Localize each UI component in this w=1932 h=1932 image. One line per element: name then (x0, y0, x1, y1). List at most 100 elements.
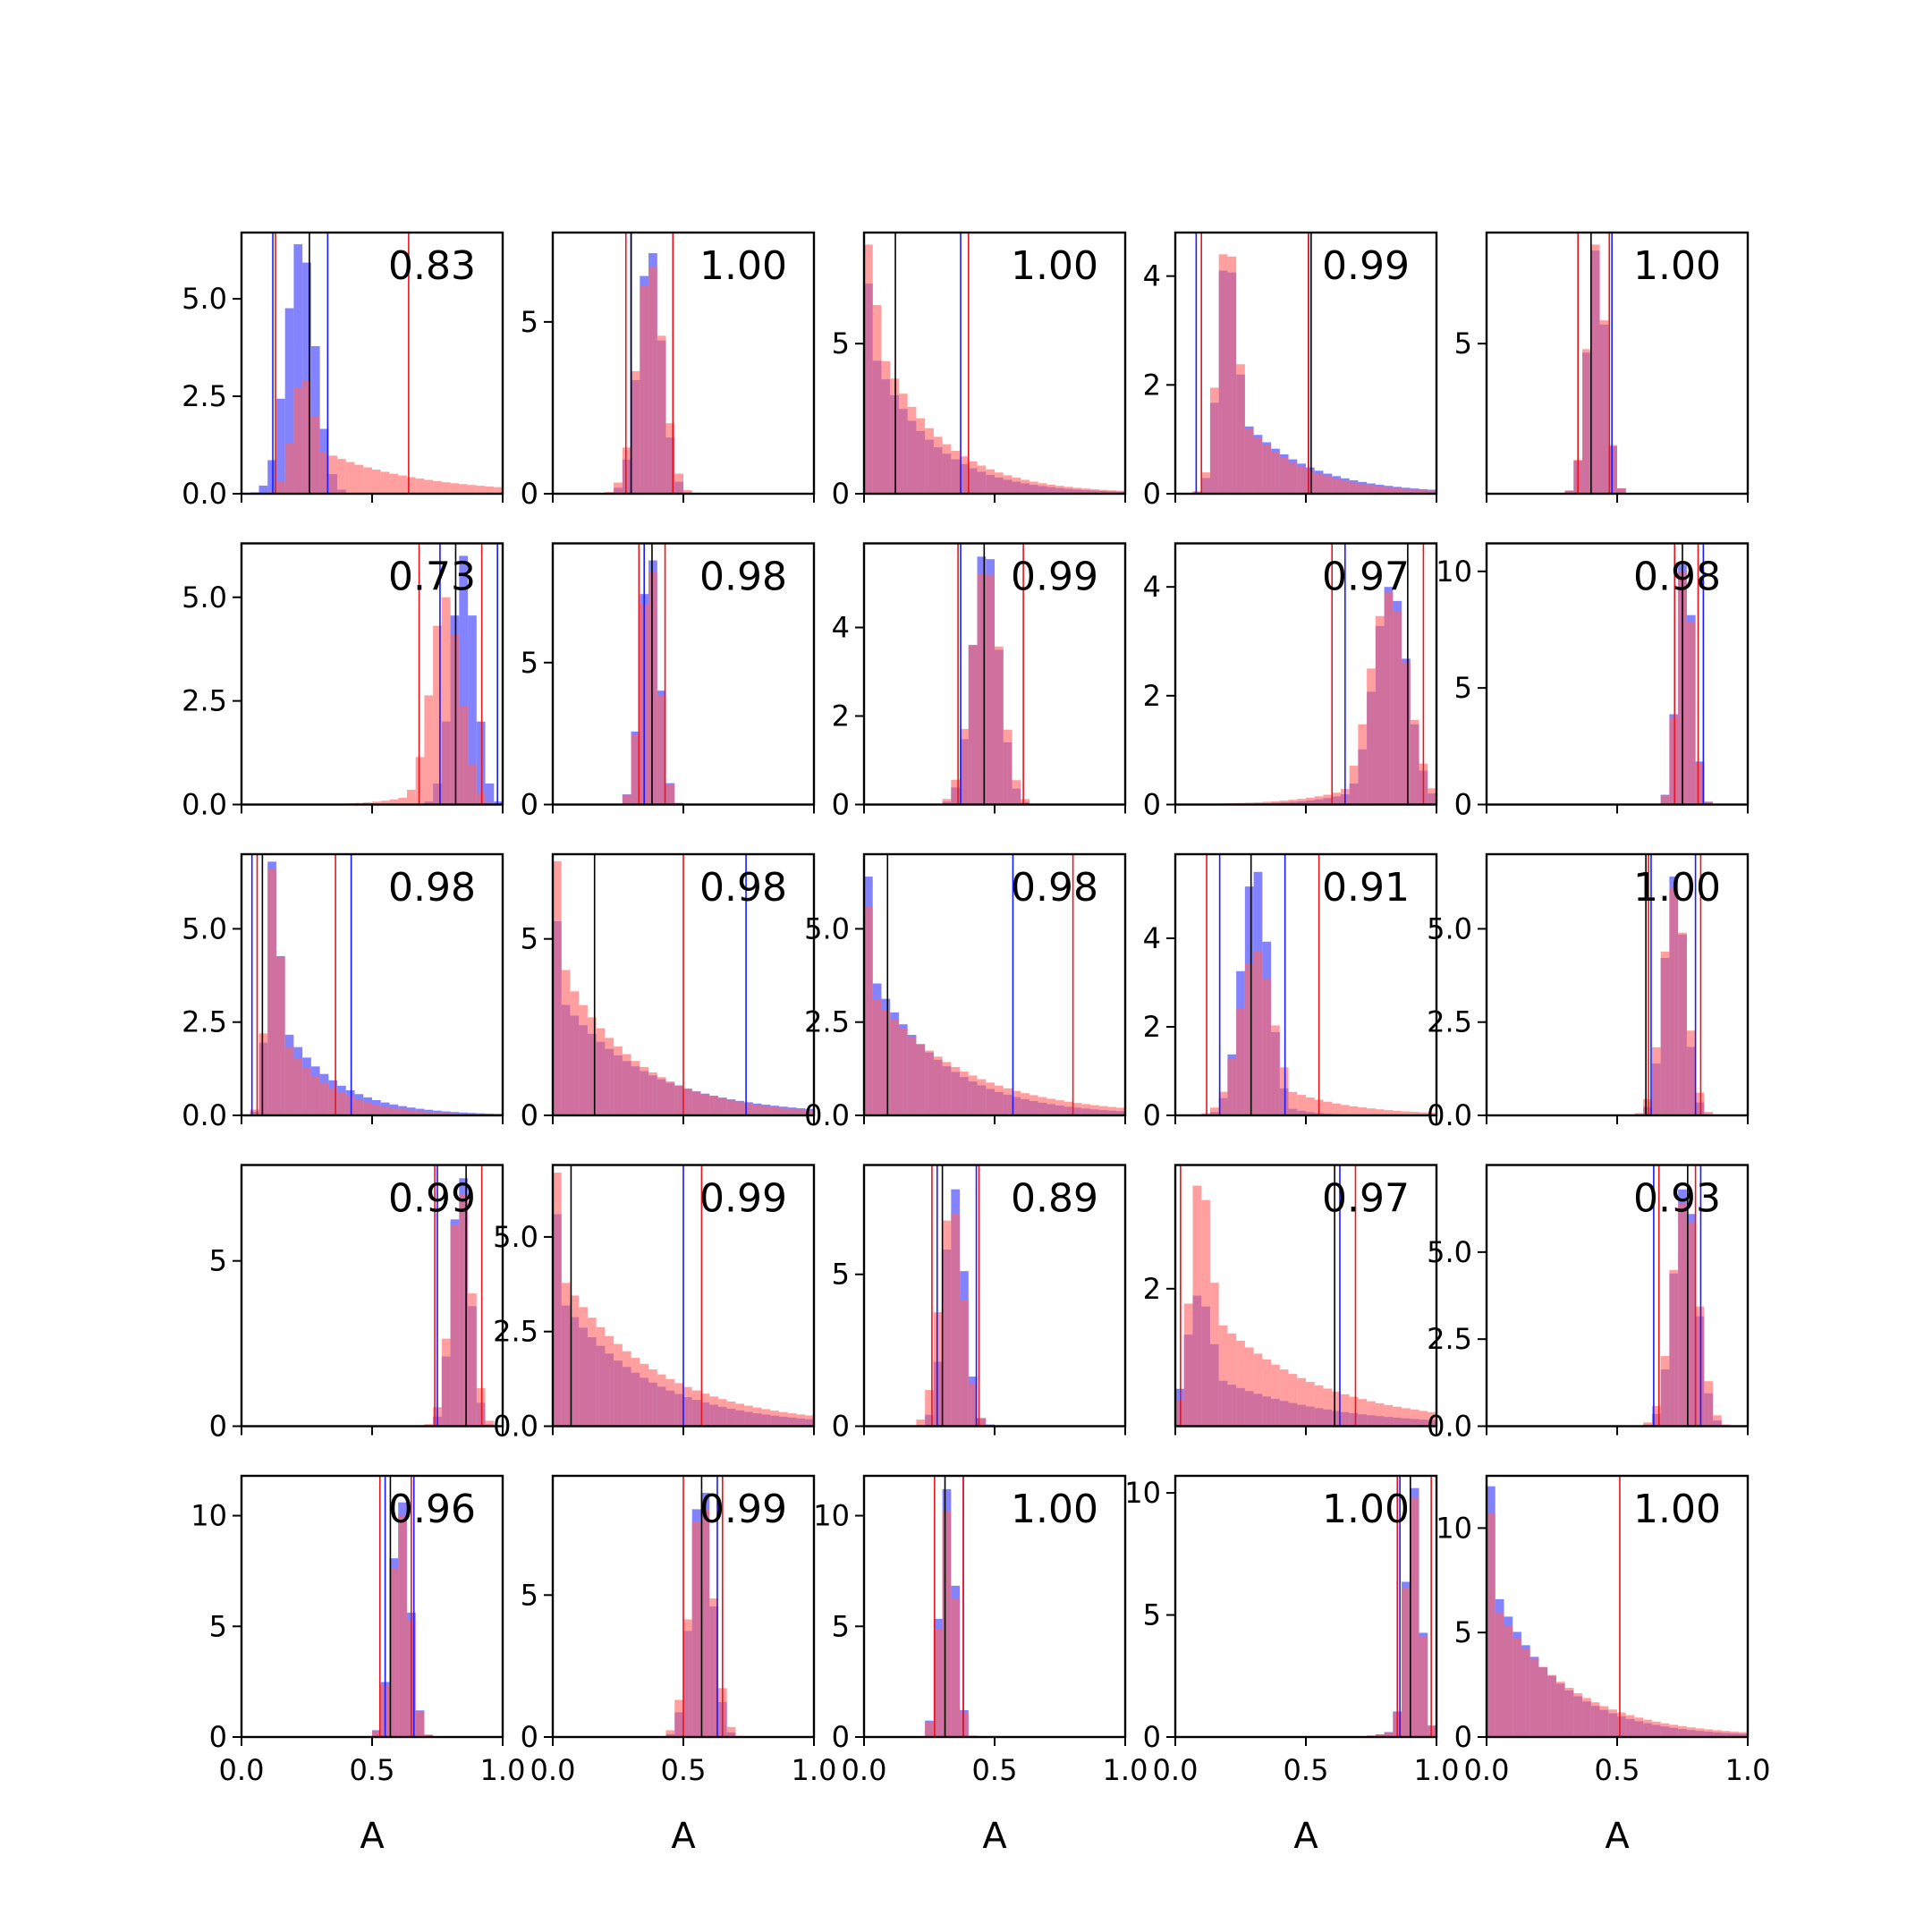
red-histogram-bar (1410, 1410, 1419, 1427)
red-histogram-bar (1375, 615, 1385, 805)
red-histogram-bar (1617, 487, 1626, 494)
red-histogram-bar (476, 792, 486, 805)
red-histogram-bar (805, 1415, 814, 1427)
red-histogram-bar (1340, 480, 1350, 494)
red-histogram-bar (1538, 1667, 1548, 1737)
red-histogram-bar (1504, 1626, 1513, 1737)
red-histogram-bar (1564, 1688, 1574, 1737)
red-histogram-bar (657, 1077, 666, 1115)
subplot-2-1: 0.0 2.5 5.0 0.73 (182, 542, 504, 822)
red-histogram-bar (1590, 1702, 1600, 1737)
red-histogram-bar (925, 1389, 934, 1427)
red-histogram-bar (1384, 592, 1394, 805)
subplot-4-1: 050.99 (209, 1164, 504, 1444)
red-histogram-bar (1314, 1385, 1324, 1427)
plot-area (345, 543, 503, 805)
red-histogram-bar (1358, 1107, 1368, 1115)
red-histogram-bar (1582, 349, 1591, 494)
red-histogram-bar (319, 452, 329, 494)
red-histogram-bar (1055, 486, 1064, 494)
red-histogram-bar (1107, 1106, 1117, 1115)
red-histogram-bar (1236, 1008, 1245, 1115)
blue-histogram-bar (284, 308, 294, 494)
red-histogram-bar (657, 696, 666, 805)
red-histogram-bar (1046, 484, 1056, 494)
red-histogram-bar (337, 459, 346, 494)
red-histogram-bar (372, 1104, 381, 1115)
red-histogram-bar (683, 1619, 692, 1737)
plot-area (1218, 543, 1436, 805)
red-histogram-bar (433, 1112, 442, 1115)
red-histogram-bar (1393, 487, 1402, 494)
plot-area (864, 854, 1125, 1115)
red-histogram-bar (700, 1510, 710, 1737)
red-histogram-bar (1072, 1103, 1082, 1115)
red-histogram-bar (1660, 1723, 1670, 1737)
score-annotation: 0.96 (388, 1487, 476, 1532)
blue-histogram-bar (468, 615, 477, 805)
red-histogram-bar (1297, 799, 1306, 805)
red-histogram-bar (406, 1110, 416, 1115)
red-histogram-bar (1428, 1725, 1436, 1737)
red-histogram-bar (1678, 1203, 1687, 1427)
red-histogram-bar (898, 1029, 908, 1115)
red-histogram-bar (614, 1046, 623, 1115)
red-histogram-bar (1695, 1092, 1705, 1115)
red-histogram-bar (1384, 1110, 1394, 1115)
red-histogram-bar (691, 1091, 701, 1115)
red-histogram-bar (250, 1109, 259, 1115)
red-histogram-bar (1218, 1325, 1228, 1427)
red-histogram-bar (450, 483, 460, 494)
red-histogram-bar (459, 484, 469, 494)
y-tick-label: 2 (832, 699, 850, 733)
red-histogram-bar (1209, 387, 1219, 494)
y-tick-label: 0 (1454, 1720, 1472, 1754)
red-histogram-bar (1021, 1093, 1030, 1115)
red-histogram-bar (752, 1105, 762, 1115)
x-tick-label: 1.0 (480, 1753, 526, 1787)
red-histogram-bar (1686, 622, 1696, 805)
y-tick-label: 5 (832, 1258, 850, 1292)
score-annotation: 0.83 (388, 243, 476, 289)
red-histogram-bar (1590, 244, 1600, 494)
score-annotation: 0.73 (388, 555, 476, 600)
red-histogram-bar (1209, 1107, 1219, 1115)
y-tick-label: 5 (521, 646, 538, 680)
red-histogram-bar (614, 1343, 623, 1427)
red-histogram-bar (284, 1046, 294, 1115)
red-histogram-bar (683, 1386, 692, 1427)
red-histogram-bar (1608, 1709, 1617, 1737)
red-histogram-bar (631, 734, 640, 805)
red-histogram-bar (570, 991, 580, 1115)
red-histogram-bar (1695, 1728, 1705, 1737)
red-histogram-bar (1297, 466, 1306, 494)
y-tick-label: 2 (1143, 1272, 1161, 1306)
subplot-5-3: 0 5 10 0.0 0.5 1.0 A 1.00 (813, 1474, 1148, 1857)
red-histogram-bar (1410, 1497, 1419, 1737)
blue-histogram-bar (302, 262, 311, 494)
red-histogram-bar (1367, 668, 1376, 805)
red-histogram-bar (1081, 488, 1091, 494)
red-histogram-bar (1367, 1108, 1376, 1115)
red-histogram-bar (372, 1730, 381, 1737)
subplot-4-3: 050.89 (832, 1164, 1127, 1444)
red-histogram-bar (1055, 1100, 1064, 1115)
red-histogram-bar (907, 1037, 917, 1115)
red-histogram-bar (1402, 1408, 1411, 1427)
red-histogram-bar (302, 380, 311, 494)
red-histogram-bar (258, 1033, 268, 1115)
red-histogram-bar (275, 481, 285, 494)
red-histogram-bar (1402, 662, 1411, 805)
red-histogram-bar (933, 1629, 943, 1737)
y-tick-label: 0.0 (1427, 1098, 1472, 1132)
red-histogram-bar (337, 1092, 346, 1115)
blue-histogram-bar (485, 783, 495, 805)
red-histogram-bar (1669, 1724, 1679, 1737)
red-histogram-bar (995, 1085, 1004, 1115)
red-histogram-bar (951, 1213, 961, 1427)
blue-histogram-bar (494, 801, 503, 805)
y-tick-label: 2.5 (493, 1315, 538, 1349)
red-histogram-bar (622, 447, 631, 494)
score-annotation: 0.99 (1322, 243, 1410, 289)
